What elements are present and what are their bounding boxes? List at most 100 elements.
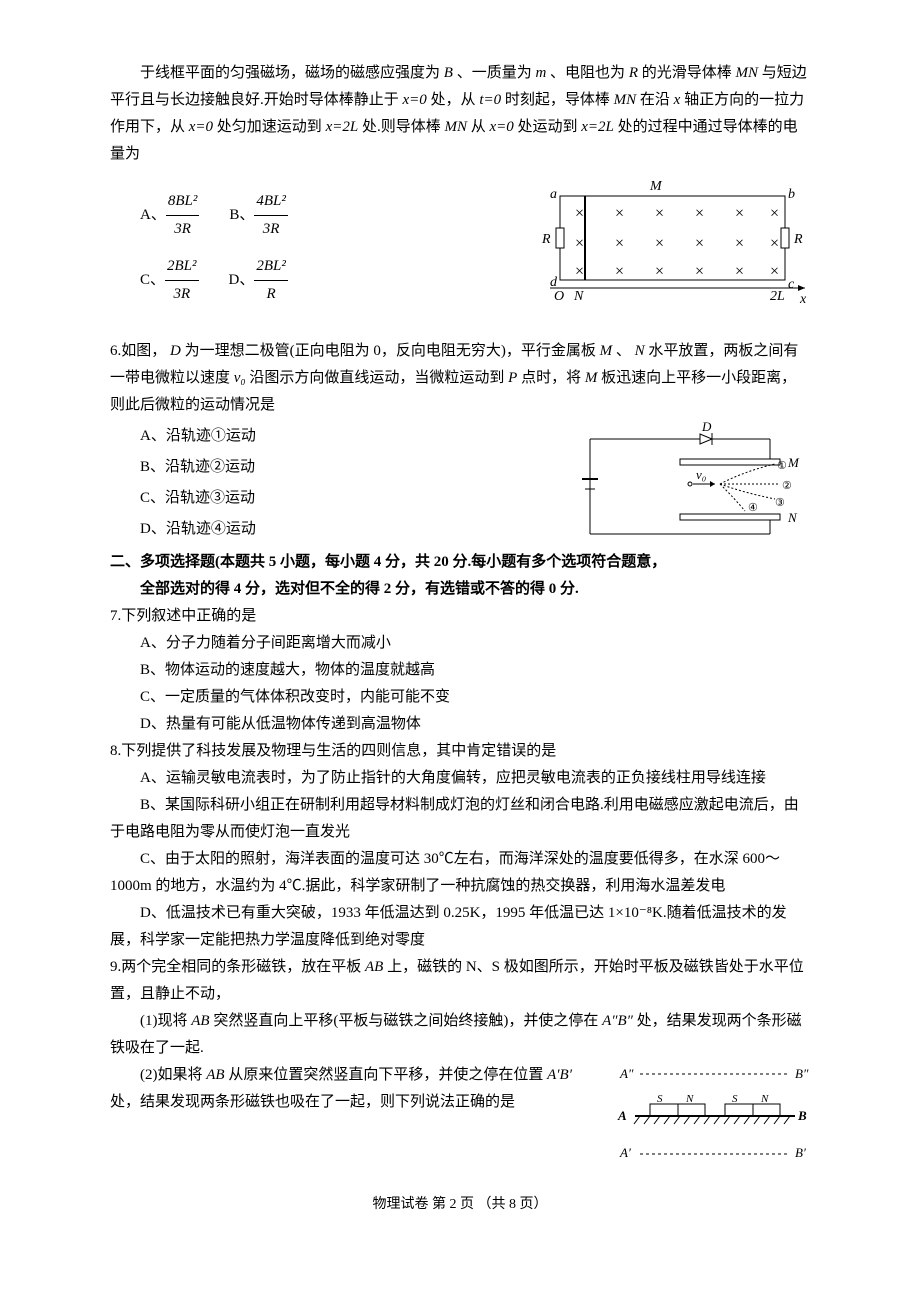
svg-text:×: × <box>770 235 779 252</box>
q5-options: A、8BL²3R B、4BL²3R C、2BL²3R D、2BL²R <box>110 178 288 318</box>
q9-text: 突然竖直向上平移(平板与磁铁之间始终接触)，并使之停在 <box>213 1013 602 1029</box>
q6-v0: v₀ <box>234 370 246 386</box>
label-N2: N <box>760 1093 769 1105</box>
q6-optD: D、沿轨迹④运动 <box>140 516 256 543</box>
q6-text: 为一理想二极管(正向电阻为 0，反向电阻无穷大)，平行金属板 <box>185 343 600 359</box>
q5-optB: B、4BL²3R <box>229 188 288 243</box>
q5-text: 从 <box>471 119 490 135</box>
q9-text: 处，结果发现两条形磁铁也吸在了一起，则下列说法正确的是 <box>110 1094 515 1110</box>
q5-x0: x=0 <box>403 92 427 108</box>
label-3: ③ <box>775 497 785 509</box>
q9-text: 从原来位置突然竖直向下平移，并使之停在位置 <box>228 1067 547 1083</box>
q6-layout: A、沿轨迹①运动 B、沿轨迹②运动 C、沿轨迹③运动 D、沿轨迹④运动 D M … <box>110 419 810 549</box>
label-1: ① <box>777 460 787 472</box>
q9-AB: AB <box>206 1067 224 1083</box>
frac-num: 4BL² <box>254 188 288 216</box>
frac-den: 3R <box>165 281 199 308</box>
q6-text: 点时，将 <box>521 370 585 386</box>
svg-text:×: × <box>655 235 664 252</box>
svg-text:×: × <box>615 205 624 222</box>
label-a: a <box>550 187 557 202</box>
q5-text: 处运动到 <box>518 119 582 135</box>
label-v0: v₀ <box>696 467 706 482</box>
q9-AB: AB <box>365 959 383 975</box>
svg-text:×: × <box>735 205 744 222</box>
label-A1: A′ <box>619 1145 631 1160</box>
q5-optA: A、8BL²3R <box>140 188 199 243</box>
q7-optD: D、热量有可能从低温物体传递到高温物体 <box>140 711 810 738</box>
q7-optB: B、物体运动的速度越大，物体的温度就越高 <box>140 657 810 684</box>
label-M: M <box>787 455 800 470</box>
q6-M: M <box>585 370 598 386</box>
q5-stem: 于线框平面的匀强磁场，磁场的磁感应强度为 B 、一质量为 m 、电阻也为 R 的… <box>110 60 810 168</box>
q9-A2B2: A″B″ <box>602 1013 633 1029</box>
label-B: B <box>797 1108 807 1123</box>
q8-optB: B、某国际科研小组正在研制利用超导材料制成灯泡的灯丝和闭合电路.利用电磁感应激起… <box>110 792 810 846</box>
frac-den: 3R <box>166 216 200 243</box>
q5-x0: x=0 <box>189 119 213 135</box>
svg-text:×: × <box>695 263 704 280</box>
svg-text:×: × <box>655 205 664 222</box>
q6-D: D <box>170 343 181 359</box>
q5-diagram: M a b ×××××× ×××××× ×××××× R R d c O N 2… <box>530 178 810 313</box>
frac-den: R <box>254 281 288 308</box>
q5-text: 、电阻也为 <box>550 65 629 81</box>
q6-options: A、沿轨迹①运动 B、沿轨迹②运动 C、沿轨迹③运动 D、沿轨迹④运动 <box>110 419 256 547</box>
q5-text: 的光滑导体棒 <box>642 65 736 81</box>
opt-label: D、 <box>229 272 255 288</box>
q9-part1: (1)现将 AB 突然竖直向上平移(平板与磁铁之间始终接触)，并使之停在 A″B… <box>110 1008 810 1062</box>
q6-optA: A、沿轨迹①运动 <box>140 423 256 450</box>
opt-label: A、 <box>140 207 166 223</box>
q5-x2L: x=2L <box>581 119 614 135</box>
q5-text: 处.则导体棒 <box>362 119 445 135</box>
q7-optA: A、分子力随着分子间距离增大而减小 <box>140 630 810 657</box>
q5-R: R <box>629 65 638 81</box>
svg-text:×: × <box>575 205 584 222</box>
label-2L: 2L <box>770 289 785 304</box>
q5-x: x <box>674 92 681 108</box>
q8-optD: D、低温技术已有重大突破，1933 年低温达到 0.25K，1995 年低温已达… <box>110 900 810 954</box>
svg-text:×: × <box>735 235 744 252</box>
q5-text: 处匀加速运动到 <box>217 119 326 135</box>
q5-x2L: x=2L <box>326 119 359 135</box>
section2-line1: 二、多项选择题(本题共 5 小题，每小题 4 分，共 20 分.每小题有多个选项… <box>110 549 810 576</box>
q8-stem: 8.下列提供了科技发展及物理与生活的四则信息，其中肯定错误的是 <box>110 738 810 765</box>
frac-num: 8BL² <box>166 188 200 216</box>
q5-text: 处，从 <box>431 92 480 108</box>
q9-diagram: A″ B″ S N S N A B A′ B′ <box>590 1062 810 1162</box>
frac-num: 2BL² <box>254 253 288 281</box>
opt-label: B、 <box>229 207 254 223</box>
q5-m: m <box>535 65 546 81</box>
label-R-right: R <box>793 232 803 247</box>
q6-text: 、 <box>616 343 631 359</box>
label-N: N <box>685 1093 694 1105</box>
svg-text:×: × <box>575 263 584 280</box>
q6-stem: 6.如图， D 为一理想二极管(正向电阻为 0，反向电阻无穷大)，平行金属板 M… <box>110 338 810 419</box>
q5-text: 时刻起，导体棒 <box>505 92 614 108</box>
fraction: 2BL²3R <box>165 253 199 308</box>
label-R-left: R <box>541 232 551 247</box>
q9-text: (1)现将 <box>140 1013 191 1029</box>
label-M: M <box>649 179 663 194</box>
label-N: N <box>787 510 798 525</box>
label-A: A <box>617 1108 627 1123</box>
label-N: N <box>573 289 584 304</box>
label-4: ④ <box>748 502 758 514</box>
label-S: S <box>657 1093 663 1105</box>
svg-text:×: × <box>655 263 664 280</box>
q5-B: B <box>444 65 453 81</box>
q5-text: 、一质量为 <box>457 65 536 81</box>
q6-optB: B、沿轨迹②运动 <box>140 454 256 481</box>
q6-text: 沿图示方向做直线运动，当微粒运动到 <box>249 370 508 386</box>
svg-text:×: × <box>770 263 779 280</box>
q9-stem: 9.两个完全相同的条形磁铁，放在平板 AB 上，磁铁的 N、S 极如图所示，开始… <box>110 954 810 1008</box>
svg-text:×: × <box>615 235 624 252</box>
label-c: c <box>788 277 795 292</box>
frac-num: 2BL² <box>165 253 199 281</box>
label-2: ② <box>782 480 792 492</box>
q5-x0: x=0 <box>489 119 513 135</box>
q5-options-row: A、8BL²3R B、4BL²3R C、2BL²3R D、2BL²R M a b… <box>110 178 810 318</box>
q5-text: 于线框平面的匀强磁场，磁场的磁感应强度为 <box>140 65 440 81</box>
q7-options: A、分子力随着分子间距离增大而减小 B、物体运动的速度越大，物体的温度就越高 C… <box>110 630 810 738</box>
label-O: O <box>554 289 564 304</box>
